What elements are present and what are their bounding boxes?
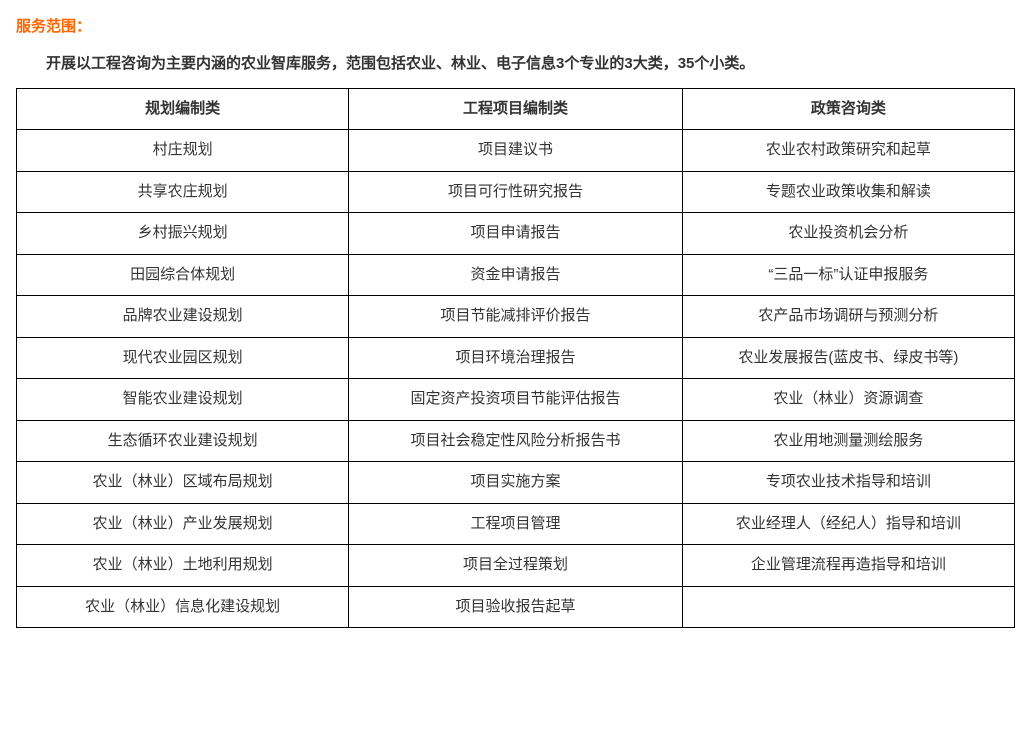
- section-title: 服务范围：: [16, 12, 1015, 42]
- table-row: 农业（林业）产业发展规划 工程项目管理 农业经理人（经纪人）指导和培训: [17, 503, 1015, 545]
- cell-project: 固定资产投资项目节能评估报告: [349, 379, 682, 421]
- cell-planning: 智能农业建设规划: [17, 379, 349, 421]
- cell-policy: 农业投资机会分析: [682, 213, 1014, 255]
- cell-policy: 农业用地测量测绘服务: [682, 420, 1014, 462]
- table-row: 村庄规划 项目建议书 农业农村政策研究和起草: [17, 130, 1015, 172]
- table-row: 现代农业园区规划 项目环境治理报告 农业发展报告(蓝皮书、绿皮书等): [17, 337, 1015, 379]
- cell-policy: 专项农业技术指导和培训: [682, 462, 1014, 504]
- cell-planning: 乡村振兴规划: [17, 213, 349, 255]
- table-row: 农业（林业）信息化建设规划 项目验收报告起草: [17, 586, 1015, 628]
- cell-planning: 共享农庄规划: [17, 171, 349, 213]
- col-header-policy: 政策咨询类: [682, 88, 1014, 130]
- cell-policy: [682, 586, 1014, 628]
- table-row: 农业（林业）土地利用规划 项目全过程策划 企业管理流程再造指导和培训: [17, 545, 1015, 587]
- cell-planning: 农业（林业）区域布局规划: [17, 462, 349, 504]
- cell-planning: 品牌农业建设规划: [17, 296, 349, 338]
- cell-policy: 专题农业政策收集和解读: [682, 171, 1014, 213]
- cell-policy: 农业农村政策研究和起草: [682, 130, 1014, 172]
- cell-project: 项目实施方案: [349, 462, 682, 504]
- cell-planning: 生态循环农业建设规划: [17, 420, 349, 462]
- col-header-project: 工程项目编制类: [349, 88, 682, 130]
- table-header-row: 规划编制类 工程项目编制类 政策咨询类: [17, 88, 1015, 130]
- cell-planning: 田园综合体规划: [17, 254, 349, 296]
- cell-project: 项目节能减排评价报告: [349, 296, 682, 338]
- cell-planning: 村庄规划: [17, 130, 349, 172]
- cell-project: 项目社会稳定性风险分析报告书: [349, 420, 682, 462]
- cell-project: 项目建议书: [349, 130, 682, 172]
- cell-project: 项目环境治理报告: [349, 337, 682, 379]
- table-row: 生态循环农业建设规划 项目社会稳定性风险分析报告书 农业用地测量测绘服务: [17, 420, 1015, 462]
- cell-planning: 农业（林业）产业发展规划: [17, 503, 349, 545]
- cell-project: 项目全过程策划: [349, 545, 682, 587]
- cell-planning: 现代农业园区规划: [17, 337, 349, 379]
- table-row: 智能农业建设规划 固定资产投资项目节能评估报告 农业（林业）资源调查: [17, 379, 1015, 421]
- cell-policy: 农产品市场调研与预测分析: [682, 296, 1014, 338]
- cell-policy: 农业发展报告(蓝皮书、绿皮书等): [682, 337, 1014, 379]
- cell-project: 工程项目管理: [349, 503, 682, 545]
- service-scope-table: 规划编制类 工程项目编制类 政策咨询类 村庄规划 项目建议书 农业农村政策研究和…: [16, 88, 1015, 629]
- col-header-planning: 规划编制类: [17, 88, 349, 130]
- service-scope-section: 服务范围： 开展以工程咨询为主要内涵的农业智库服务，范围包括农业、林业、电子信息…: [0, 0, 1031, 648]
- cell-planning: 农业（林业）土地利用规划: [17, 545, 349, 587]
- table-row: 乡村振兴规划 项目申请报告 农业投资机会分析: [17, 213, 1015, 255]
- cell-project: 项目申请报告: [349, 213, 682, 255]
- section-intro: 开展以工程咨询为主要内涵的农业智库服务，范围包括农业、林业、电子信息3个专业的3…: [16, 48, 1015, 80]
- cell-policy: 农业经理人（经纪人）指导和培训: [682, 503, 1014, 545]
- cell-policy: “三品一标”认证申报服务: [682, 254, 1014, 296]
- table-row: 田园综合体规划 资金申请报告 “三品一标”认证申报服务: [17, 254, 1015, 296]
- cell-project: 项目可行性研究报告: [349, 171, 682, 213]
- cell-policy: 企业管理流程再造指导和培训: [682, 545, 1014, 587]
- cell-planning: 农业（林业）信息化建设规划: [17, 586, 349, 628]
- table-row: 农业（林业）区域布局规划 项目实施方案 专项农业技术指导和培训: [17, 462, 1015, 504]
- cell-project: 资金申请报告: [349, 254, 682, 296]
- table-row: 共享农庄规划 项目可行性研究报告 专题农业政策收集和解读: [17, 171, 1015, 213]
- table-row: 品牌农业建设规划 项目节能减排评价报告 农产品市场调研与预测分析: [17, 296, 1015, 338]
- cell-policy: 农业（林业）资源调查: [682, 379, 1014, 421]
- cell-project: 项目验收报告起草: [349, 586, 682, 628]
